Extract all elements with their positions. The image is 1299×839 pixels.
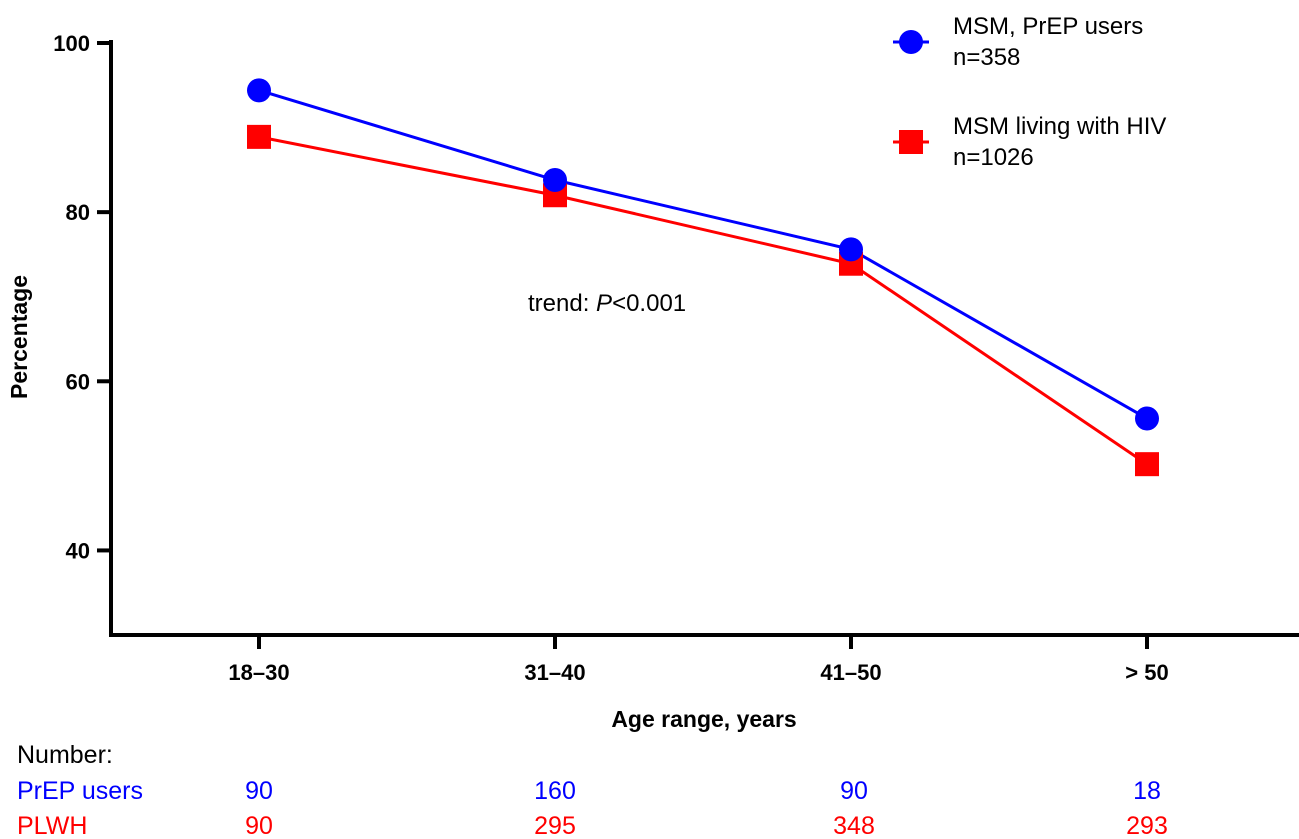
counts-cell: 90 <box>840 777 868 805</box>
x-tick-label: 41–50 <box>820 660 881 685</box>
x-axis-title: Age range, years <box>611 706 796 732</box>
data-point-prep <box>543 168 567 193</box>
x-ticks: 18–30 31–40 41–50 > 50 <box>228 635 1169 685</box>
data-point-plwh <box>247 124 271 149</box>
legend: MSM, PrEP users n=358 MSM living with HI… <box>893 13 1166 171</box>
legend-label-plwh: MSM living with HIV <box>953 113 1166 140</box>
series-line-1 <box>258 135 1148 466</box>
x-tick-label: > 50 <box>1125 660 1168 685</box>
data-point-plwh <box>1135 452 1159 477</box>
x-tick-label: 31–40 <box>524 660 585 685</box>
legend-label-prep: MSM, PrEP users <box>953 13 1143 40</box>
y-tick-label: 80 <box>66 200 90 225</box>
data-point-prep <box>247 78 271 103</box>
counts-heading: Number: <box>17 741 113 769</box>
counts-row-label: PrEP users <box>17 777 143 805</box>
legend-marker-prep <box>899 30 923 54</box>
y-tick-label: 60 <box>66 369 90 394</box>
y-ticks: 40 60 80 100 <box>53 31 111 563</box>
counts-cell: 160 <box>534 777 576 805</box>
counts-cell: 293 <box>1126 812 1168 839</box>
counts-cell: 348 <box>833 812 875 839</box>
y-axis-title: Percentage <box>6 275 32 399</box>
y-tick-label: 100 <box>53 31 90 56</box>
counts-cell: 90 <box>245 777 273 805</box>
counts-cell: 90 <box>245 812 273 839</box>
series-line-0 <box>258 88 1148 420</box>
legend-marker-plwh <box>899 130 923 154</box>
series-layer <box>247 78 1159 477</box>
y-tick-label: 40 <box>66 538 90 563</box>
data-point-prep <box>1135 406 1159 431</box>
trend-annotation-italic: P <box>596 290 612 317</box>
counts-row-label: PLWH <box>17 812 87 839</box>
legend-n-plwh: n=1026 <box>953 144 1034 171</box>
counts-cell: 18 <box>1133 777 1161 805</box>
counts-table: PrEP users 90 160 90 18 PLWH 90 295 348 293 <box>17 777 1168 839</box>
counts-cell: 295 <box>534 812 576 839</box>
legend-n-prep: n=358 <box>953 44 1020 71</box>
trend-annotation: trend: P<0.001 <box>528 290 686 317</box>
x-tick-label: 18–30 <box>228 660 289 685</box>
data-point-prep <box>839 237 863 262</box>
